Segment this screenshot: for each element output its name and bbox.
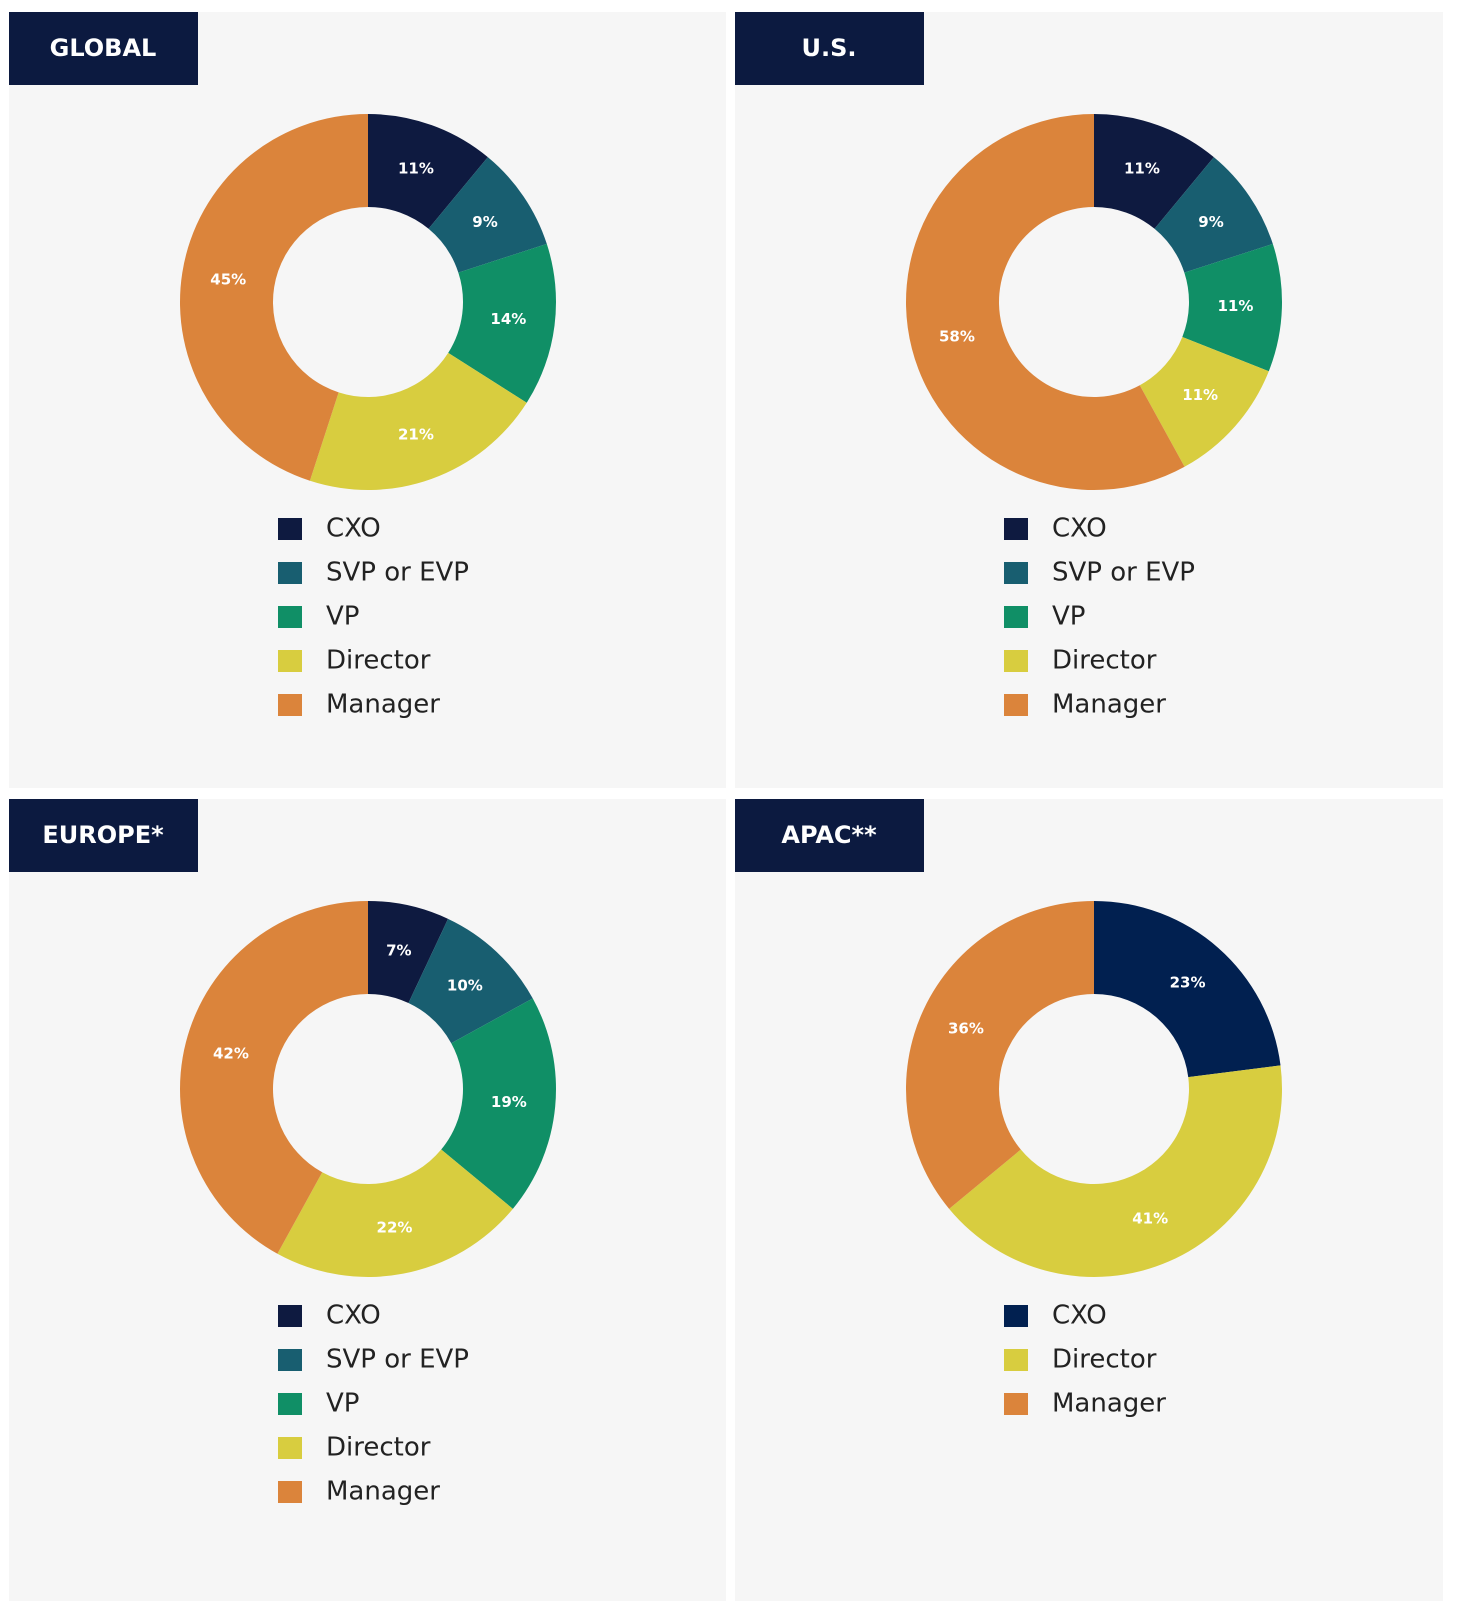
value-label: 45% — [210, 270, 246, 288]
legend-label: Manager — [326, 1477, 440, 1507]
legend-swatch — [278, 650, 302, 672]
value-label: 41% — [1132, 1209, 1168, 1227]
legend-swatch — [1004, 1349, 1028, 1371]
value-label: 11% — [398, 159, 434, 177]
donut-segment — [180, 901, 368, 1254]
donut-chart: 23% 41% 36% CXO Director Manager — [906, 901, 1282, 1419]
donut-segment — [1094, 114, 1214, 229]
panel-title: GLOBAL — [50, 34, 157, 62]
panel-title: U.S. — [801, 34, 856, 62]
value-label: 14% — [490, 310, 526, 328]
legend-label: VP — [1052, 602, 1085, 632]
donut-segment — [1139, 336, 1269, 467]
donut-segment — [1154, 157, 1273, 273]
legend-label: CXO — [1052, 1301, 1107, 1331]
legend-label: Director — [326, 1433, 431, 1463]
donut-segment — [180, 114, 368, 481]
value-label: 10% — [447, 976, 483, 994]
title-badge — [735, 12, 924, 85]
value-label: 36% — [948, 1019, 984, 1037]
panel-title: APAC** — [781, 821, 877, 849]
legend-label: SVP or EVP — [326, 558, 469, 588]
legend-swatch — [278, 1393, 302, 1415]
value-label: 11% — [1124, 159, 1160, 177]
value-label: 19% — [491, 1093, 527, 1111]
legend-swatch — [278, 1305, 302, 1327]
donut-segment — [905, 114, 1185, 491]
legend-swatch — [278, 694, 302, 716]
donut-segment — [368, 114, 488, 229]
value-label: 58% — [939, 328, 975, 346]
legend-swatch — [1004, 1305, 1028, 1327]
value-label: 21% — [398, 426, 434, 444]
legend-label: Director — [326, 646, 431, 676]
legend-label: CXO — [326, 514, 381, 544]
legend-label: SVP or EVP — [326, 1345, 469, 1375]
donut-chart: 11% 9% 11% 11% 58% CXO SVP or EVP VP Director Man… — [905, 114, 1283, 720]
legend-swatch — [278, 1437, 302, 1459]
value-label: 7% — [386, 941, 411, 959]
title-badge — [9, 799, 198, 872]
legend-swatch — [1004, 694, 1028, 716]
title-badge — [9, 12, 198, 85]
legend-label: SVP or EVP — [1052, 558, 1195, 588]
legend-label: Manager — [1052, 690, 1166, 720]
legend-label: Manager — [1052, 1389, 1166, 1419]
legend-label: CXO — [1052, 514, 1107, 544]
value-label: 11% — [1182, 386, 1218, 404]
donut-chart: 11% 9% 14% 21% 45% CXO SVP or EVP VP Director Man… — [180, 114, 556, 720]
donut-segment — [277, 1149, 513, 1277]
value-label: 23% — [1170, 973, 1206, 991]
legend-label: VP — [326, 602, 359, 632]
donut-segment — [949, 1065, 1282, 1277]
value-label: 9% — [472, 213, 497, 231]
legend-swatch — [1004, 1393, 1028, 1415]
legend-label: Director — [1052, 1345, 1157, 1375]
legend-swatch — [278, 1481, 302, 1503]
donut-segment — [309, 352, 527, 490]
value-label: 42% — [213, 1044, 249, 1062]
panel-title: EUROPE* — [42, 821, 164, 849]
donut-chart: 7% 10% 19% 22% 42% CXO SVP or EVP VP Director Man… — [180, 901, 556, 1507]
legend-swatch — [1004, 518, 1028, 540]
donut-segment — [1094, 901, 1281, 1078]
value-label: 22% — [377, 1218, 413, 1236]
donut-segment — [368, 901, 449, 1004]
legend-label: VP — [326, 1389, 359, 1419]
legend-swatch — [278, 1349, 302, 1371]
donut-segment — [428, 157, 547, 273]
legend-swatch — [278, 562, 302, 584]
legend-label: Manager — [326, 690, 440, 720]
donut-segment — [448, 243, 556, 403]
legend-swatch — [1004, 606, 1028, 628]
legend-label: CXO — [326, 1301, 381, 1331]
legend-swatch — [1004, 650, 1028, 672]
title-badge — [735, 799, 924, 872]
donut-segment — [408, 918, 533, 1044]
legend-swatch — [278, 606, 302, 628]
value-label: 11% — [1217, 297, 1253, 315]
donut-segment — [441, 998, 556, 1209]
legend-label: Director — [1052, 646, 1157, 676]
donut-segment — [1182, 243, 1283, 372]
donut-segment — [906, 901, 1094, 1209]
legend-swatch — [1004, 562, 1028, 584]
value-label: 9% — [1198, 213, 1223, 231]
legend-swatch — [278, 518, 302, 540]
